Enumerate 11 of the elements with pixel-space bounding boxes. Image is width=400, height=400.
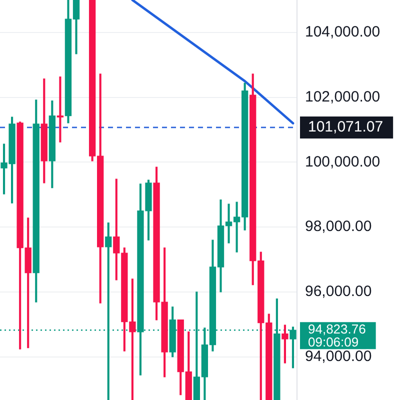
y-tick-label: 102,000.00 [305,88,380,106]
y-tick-label: 98,000.00 [305,218,372,236]
ref-line-label: 94,823.76 [308,322,366,337]
text: 09:06:09 [308,334,359,350]
y-tick-label: 100,000.00 [305,153,380,170]
y-tick-label: 94,000.00 [305,348,372,365]
candlestick [56,76,64,142]
ref-line-label: 101,071.07 [308,118,384,136]
y-tick-label: 96,000.00 [305,283,372,300]
y-tick-label: 104,000.00 [305,24,380,41]
candlestick [105,222,112,400]
